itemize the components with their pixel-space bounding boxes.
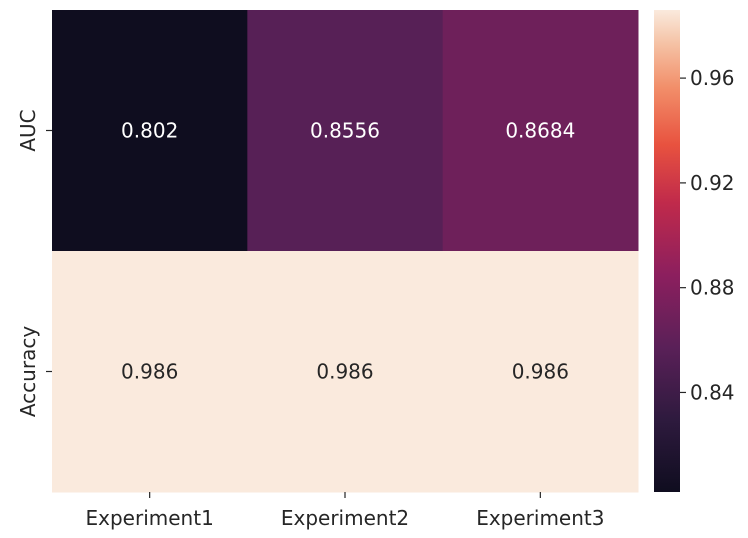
colorbar: 0.84 0.88 0.92 0.96	[654, 10, 735, 492]
colorbar-tick-label: 0.88	[690, 276, 735, 300]
y-tick-label: AUC	[16, 109, 40, 151]
heatmap-cell	[247, 10, 444, 252]
heatmap-cell	[52, 10, 248, 252]
colorbar-tick-label: 0.92	[690, 171, 735, 195]
cell-value-label: 0.986	[512, 360, 569, 384]
cell-value-label: 0.986	[121, 360, 178, 384]
cell-value-label: 0.8684	[505, 119, 575, 143]
x-tick-label: Experiment1	[86, 506, 214, 530]
colorbar-tick-label: 0.96	[690, 66, 735, 90]
y-tick-label: Accuracy	[16, 326, 40, 417]
heatmap-cell-labels: 0.802 0.8556 0.8684 0.986 0.986 0.986	[121, 119, 575, 384]
x-tick-label: Experiment3	[476, 506, 604, 530]
heatmap-cell	[442, 251, 639, 493]
cell-value-label: 0.986	[316, 360, 373, 384]
heatmap-cell	[52, 251, 248, 493]
x-axis: Experiment1 Experiment2 Experiment3	[86, 492, 604, 530]
heatmap-cells	[52, 10, 639, 493]
colorbar-gradient	[654, 10, 680, 492]
x-tick-label: Experiment2	[281, 506, 409, 530]
heatmap-cell	[247, 251, 444, 493]
colorbar-tick-label: 0.84	[690, 380, 735, 404]
heatmap-cell	[442, 10, 639, 252]
cell-value-label: 0.802	[121, 119, 178, 143]
cell-value-label: 0.8556	[310, 119, 380, 143]
y-axis: AUC Accuracy	[16, 109, 52, 417]
